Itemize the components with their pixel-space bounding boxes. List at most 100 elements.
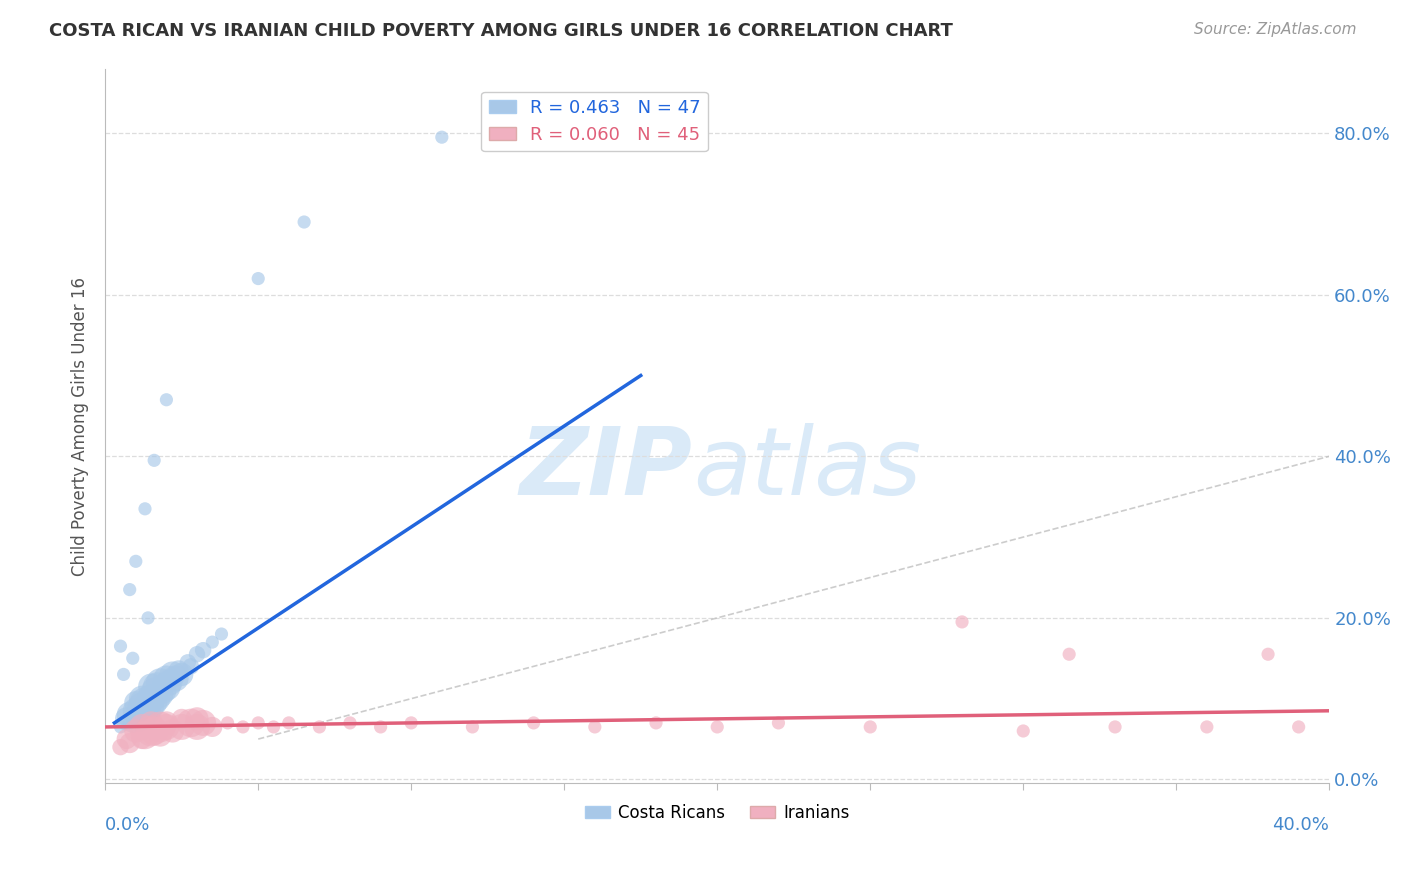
- Point: [155, 392, 177, 407]
- Point: [139, 691, 162, 706]
- Point: [339, 715, 361, 730]
- Point: [263, 720, 285, 734]
- Point: [128, 712, 150, 726]
- Point: [247, 271, 270, 285]
- Point: [1057, 647, 1080, 661]
- Point: [461, 720, 484, 734]
- Point: [170, 712, 193, 726]
- Point: [121, 715, 143, 730]
- Point: [292, 215, 315, 229]
- Point: [155, 715, 177, 730]
- Text: atlas: atlas: [693, 424, 921, 515]
- Point: [118, 582, 141, 597]
- Point: [277, 715, 299, 730]
- Text: Source: ZipAtlas.com: Source: ZipAtlas.com: [1194, 22, 1357, 37]
- Point: [1012, 723, 1035, 738]
- Point: [112, 667, 135, 681]
- Point: [768, 715, 790, 730]
- Point: [159, 675, 181, 690]
- Point: [191, 715, 214, 730]
- Point: [110, 740, 132, 755]
- Point: [170, 667, 193, 681]
- Point: [134, 501, 156, 516]
- Point: [149, 728, 172, 742]
- Point: [143, 696, 166, 710]
- Point: [125, 696, 148, 710]
- Point: [134, 696, 156, 710]
- Point: [131, 720, 153, 734]
- Point: [118, 736, 141, 750]
- Point: [370, 720, 392, 734]
- Point: [186, 647, 208, 661]
- Point: [177, 656, 200, 670]
- Point: [143, 683, 166, 698]
- Point: [180, 659, 202, 673]
- Point: [131, 691, 153, 706]
- Point: [131, 699, 153, 714]
- Point: [170, 720, 193, 734]
- Point: [247, 715, 270, 730]
- Point: [125, 723, 148, 738]
- Point: [149, 720, 172, 734]
- Point: [232, 720, 254, 734]
- Point: [201, 635, 224, 649]
- Point: [950, 615, 973, 629]
- Point: [186, 712, 208, 726]
- Point: [186, 720, 208, 734]
- Point: [308, 720, 330, 734]
- Point: [706, 720, 728, 734]
- Point: [191, 643, 214, 657]
- Point: [110, 720, 132, 734]
- Point: [143, 723, 166, 738]
- Point: [399, 715, 422, 730]
- Point: [152, 683, 174, 698]
- Point: [110, 639, 132, 653]
- Point: [131, 732, 153, 747]
- Point: [136, 611, 159, 625]
- Text: 0.0%: 0.0%: [105, 815, 150, 834]
- Point: [1104, 720, 1126, 734]
- Point: [217, 715, 239, 730]
- Point: [121, 651, 143, 665]
- Point: [155, 672, 177, 686]
- Point: [211, 627, 233, 641]
- Y-axis label: Child Poverty Among Girls Under 16: Child Poverty Among Girls Under 16: [72, 277, 89, 575]
- Point: [125, 704, 148, 718]
- Point: [134, 707, 156, 722]
- Point: [143, 453, 166, 467]
- Point: [139, 680, 162, 694]
- Text: COSTA RICAN VS IRANIAN CHILD POVERTY AMONG GIRLS UNDER 16 CORRELATION CHART: COSTA RICAN VS IRANIAN CHILD POVERTY AMO…: [49, 22, 953, 40]
- Legend: Costa Ricans, Iranians: Costa Ricans, Iranians: [578, 797, 856, 829]
- Point: [146, 680, 169, 694]
- Point: [162, 667, 184, 681]
- Point: [201, 720, 224, 734]
- Point: [139, 723, 162, 738]
- Point: [118, 707, 141, 722]
- Point: [180, 715, 202, 730]
- Point: [146, 691, 169, 706]
- Point: [165, 672, 187, 686]
- Point: [134, 728, 156, 742]
- Point: [167, 664, 190, 678]
- Point: [1257, 647, 1279, 661]
- Point: [139, 699, 162, 714]
- Point: [523, 715, 546, 730]
- Point: [645, 715, 668, 730]
- Point: [1195, 720, 1218, 734]
- Text: ZIP: ZIP: [520, 423, 693, 515]
- Point: [115, 732, 138, 747]
- Point: [155, 720, 177, 734]
- Text: 40.0%: 40.0%: [1272, 815, 1329, 834]
- Point: [139, 715, 162, 730]
- Point: [149, 675, 172, 690]
- Point: [136, 704, 159, 718]
- Point: [1288, 720, 1310, 734]
- Point: [125, 554, 148, 568]
- Point: [162, 723, 184, 738]
- Point: [149, 688, 172, 702]
- Point: [155, 680, 177, 694]
- Point: [115, 712, 138, 726]
- Point: [859, 720, 882, 734]
- Point: [430, 130, 453, 145]
- Point: [583, 720, 606, 734]
